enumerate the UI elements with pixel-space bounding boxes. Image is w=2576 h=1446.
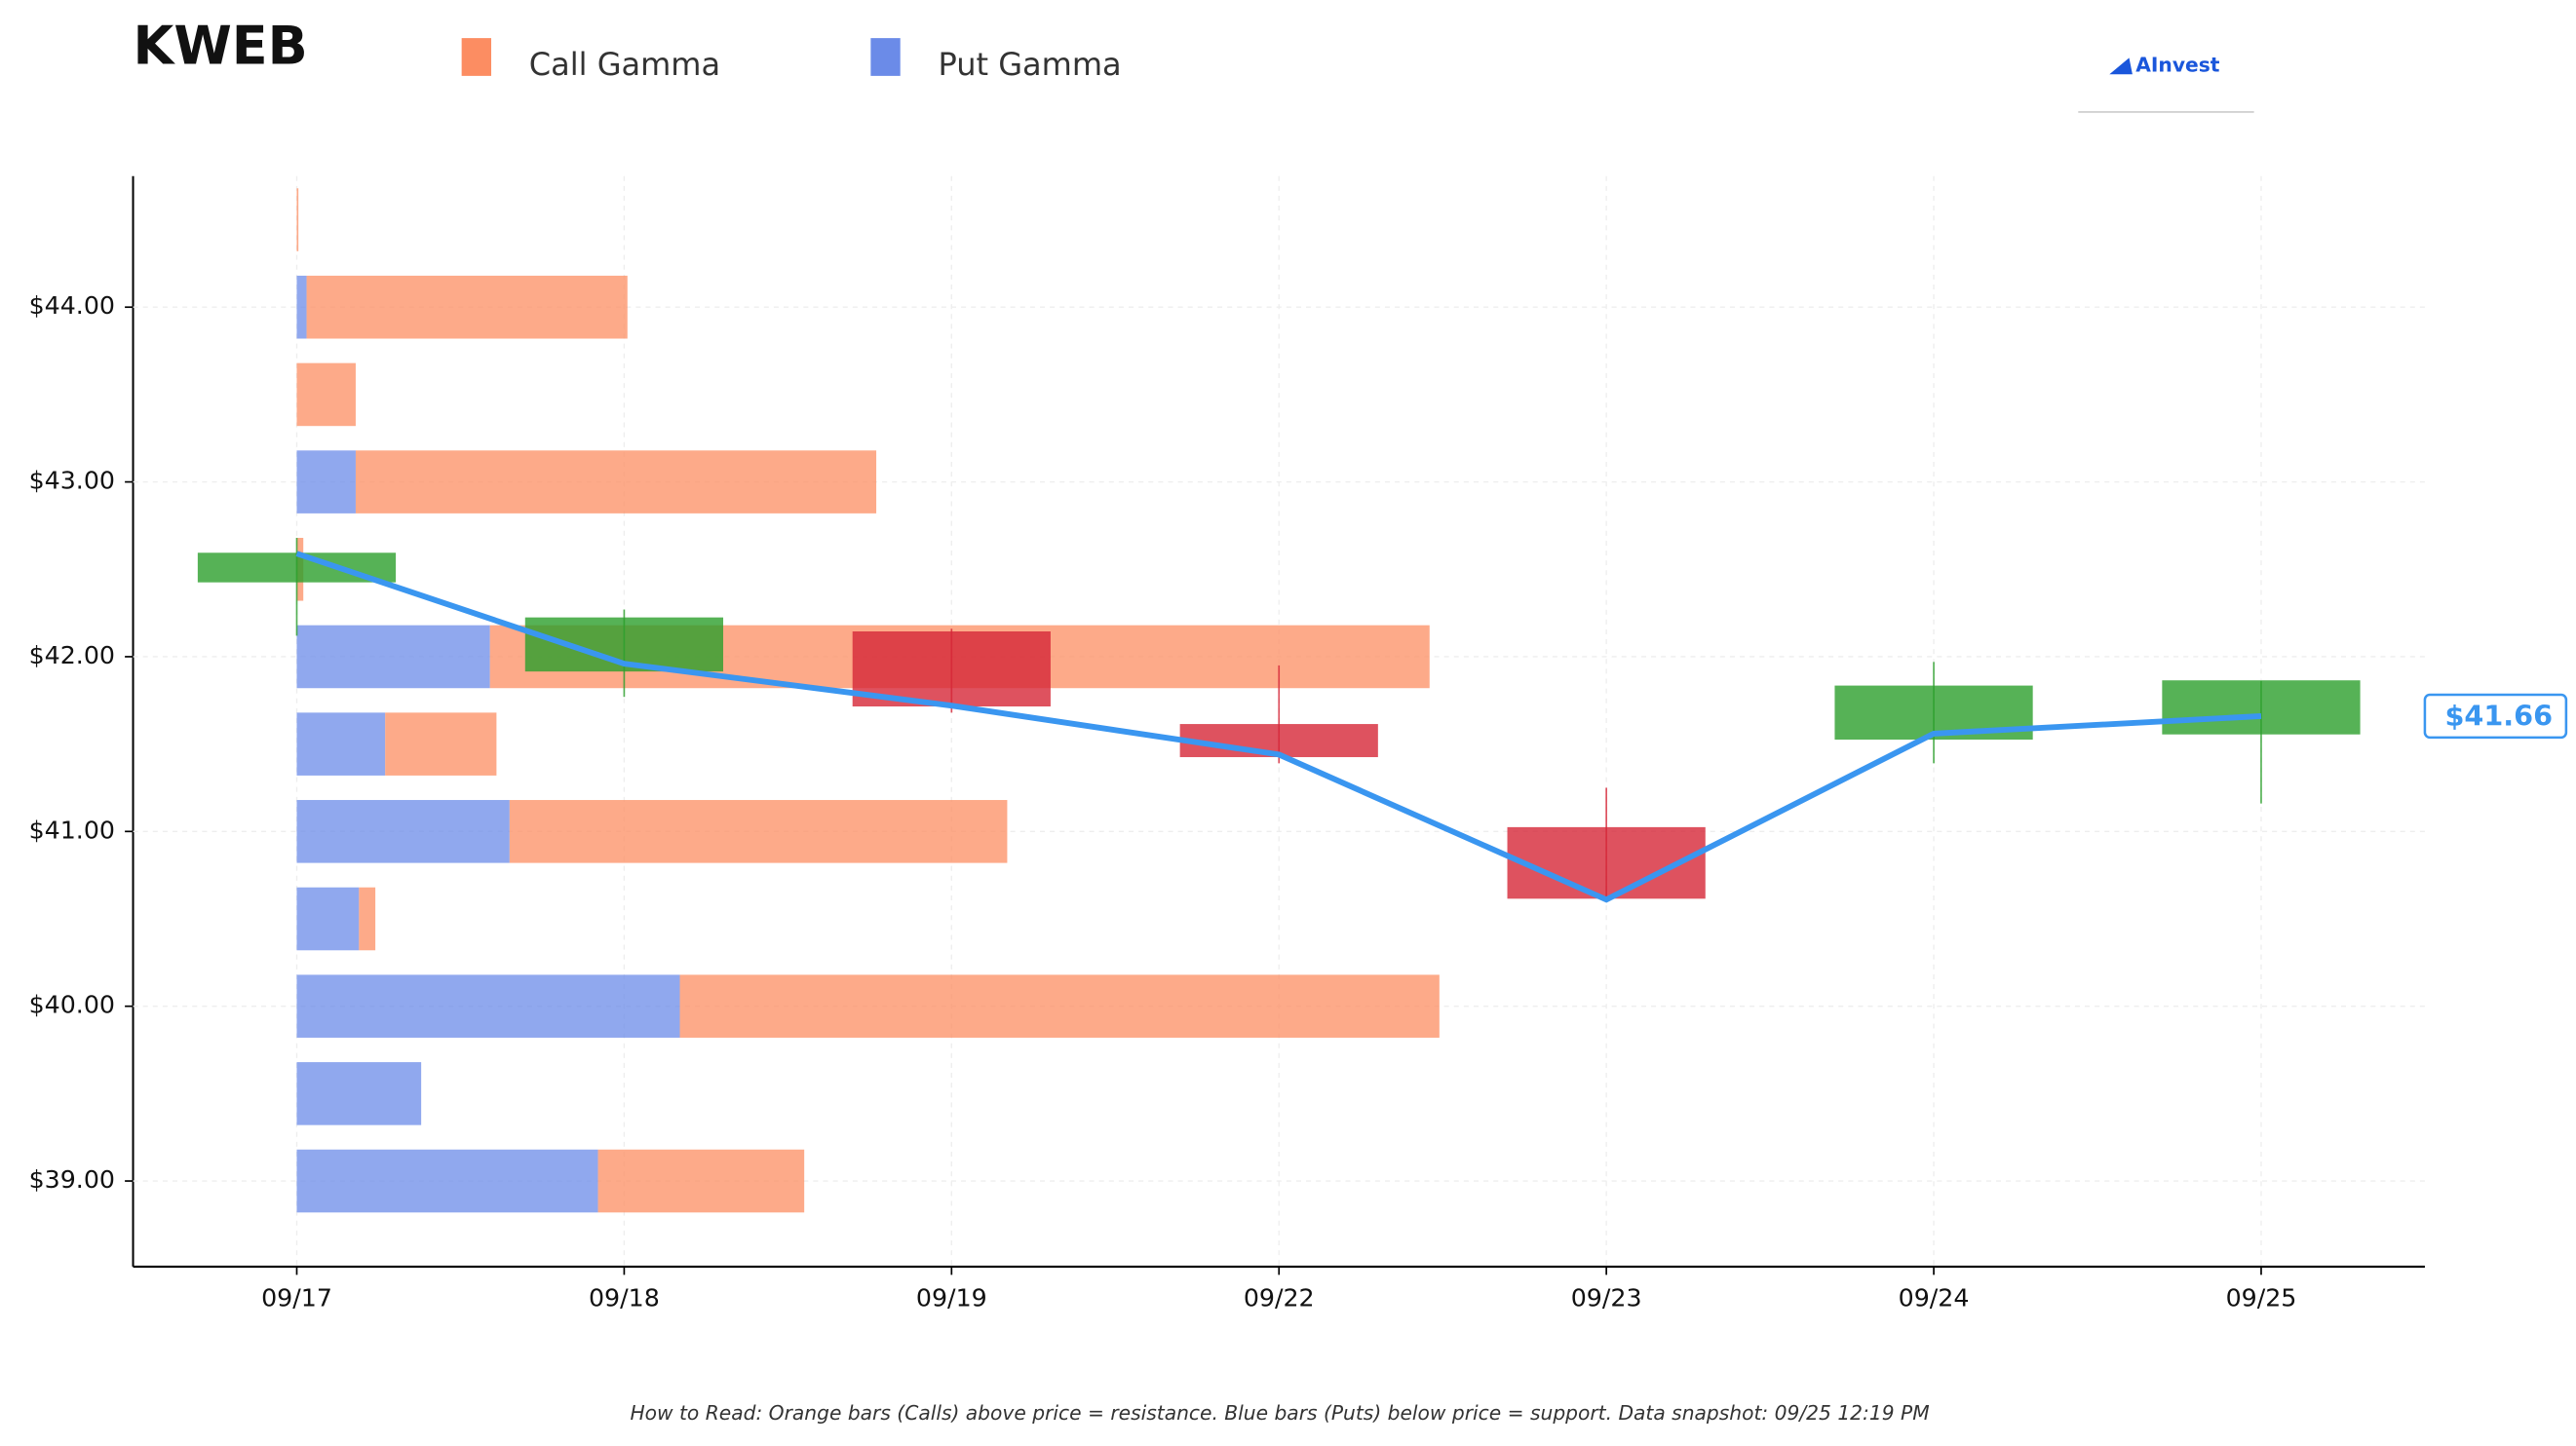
- call-gamma-bar: [359, 887, 376, 951]
- last-price-box: [2423, 693, 2568, 740]
- footnote: How to Read: Orange bars (Calls) above p…: [630, 1401, 1929, 1425]
- legend-swatch: [870, 38, 901, 76]
- call-gamma-bar: [597, 1149, 805, 1213]
- legend-swatch: [461, 38, 491, 76]
- call-gamma-bar: [306, 275, 628, 339]
- x-tick-label: 09/17: [261, 1284, 332, 1313]
- call-gamma-bar: [355, 450, 877, 514]
- legend-label: Call Gamma: [529, 46, 720, 83]
- y-tick-label: $43.00: [29, 467, 115, 495]
- y-tick-label: $40.00: [29, 991, 115, 1019]
- x-tick-label: 09/22: [1244, 1284, 1315, 1313]
- x-tick-label: 09/25: [2226, 1284, 2297, 1313]
- last-price-label: $41.66: [2445, 700, 2554, 733]
- put-gamma-bar: [296, 887, 360, 951]
- y-tick-label: $39.00: [29, 1165, 115, 1194]
- chart-title: KWEB: [134, 16, 308, 77]
- put-gamma-bar: [296, 1149, 598, 1213]
- put-gamma-bar: [296, 625, 490, 689]
- brand: AInvest: [2135, 53, 2219, 76]
- candle-body: [2162, 680, 2361, 735]
- put-gamma-bar: [296, 1062, 422, 1125]
- call-gamma-bar: [296, 188, 299, 251]
- put-gamma-bar: [296, 450, 356, 514]
- brand-icon: [2109, 57, 2133, 75]
- y-tick-label: $44.00: [29, 291, 115, 320]
- put-gamma-bar: [296, 800, 510, 863]
- x-tick-label: 09/19: [916, 1284, 987, 1313]
- put-gamma-bar: [296, 974, 680, 1038]
- y-tick-label: $42.00: [29, 641, 115, 669]
- x-tick-label: 09/24: [1899, 1284, 1970, 1313]
- call-gamma-bar: [679, 974, 1440, 1038]
- y-tick-label: $41.00: [29, 816, 115, 844]
- legend-label: Put Gamma: [938, 46, 1121, 83]
- candle-body: [852, 630, 1051, 707]
- put-gamma-bar: [296, 275, 307, 339]
- x-tick-label: 09/23: [1571, 1284, 1642, 1313]
- call-gamma-bar: [296, 362, 356, 427]
- candle-body: [1179, 724, 1378, 758]
- x-tick-label: 09/18: [589, 1284, 660, 1313]
- price-line: [295, 551, 2262, 903]
- call-gamma-bar: [385, 712, 497, 776]
- call-gamma-bar: [509, 800, 1008, 863]
- put-gamma-bar: [296, 712, 386, 776]
